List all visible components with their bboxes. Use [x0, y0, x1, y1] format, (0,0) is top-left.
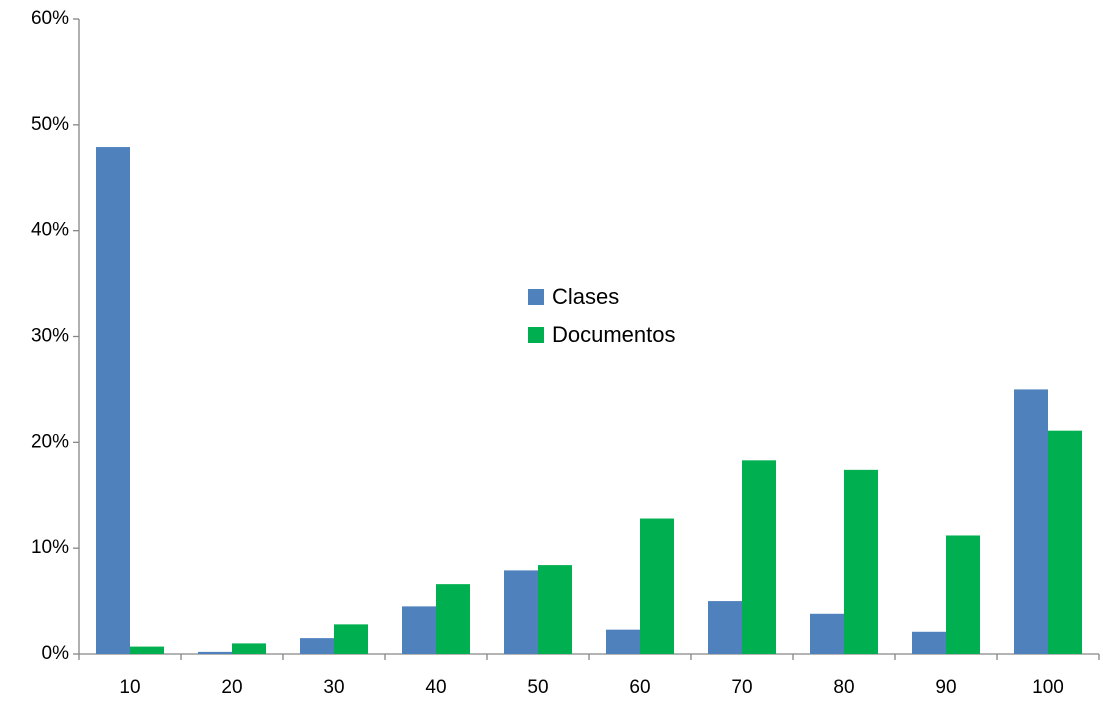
bar [810, 613, 844, 654]
x-tick-label: 80 [833, 677, 854, 698]
y-tick-label: 10% [31, 537, 69, 558]
bar [232, 643, 266, 654]
bar [538, 565, 572, 654]
bar [402, 606, 436, 654]
bar [912, 631, 946, 654]
legend-label: Documentos [552, 322, 676, 347]
x-tick-label: 20 [221, 677, 242, 698]
x-tick-label: 50 [527, 677, 548, 698]
x-tick-label: 60 [629, 677, 650, 698]
bar [946, 535, 980, 654]
y-tick-label: 30% [31, 326, 69, 347]
y-tick-label: 60% [31, 8, 69, 29]
x-tick-label: 10 [119, 677, 140, 698]
bar [1048, 430, 1082, 654]
bar [640, 518, 674, 654]
bar [1014, 389, 1048, 654]
bar [96, 147, 130, 654]
y-tick-label: 0% [42, 643, 70, 664]
x-tick-label: 30 [323, 677, 344, 698]
legend-label: Clases [552, 284, 619, 309]
y-tick-label: 40% [31, 220, 69, 241]
bar [844, 469, 878, 654]
x-tick-label: 100 [1032, 677, 1064, 698]
y-tick-label: 20% [31, 431, 69, 452]
legend-swatch [528, 289, 544, 305]
bar [198, 651, 232, 654]
bar [742, 460, 776, 654]
x-tick-label: 90 [935, 677, 956, 698]
y-tick-label: 50% [31, 114, 69, 135]
bar [130, 646, 164, 654]
x-tick-label: 70 [731, 677, 752, 698]
x-tick-label: 40 [425, 677, 446, 698]
legend-swatch [528, 327, 544, 343]
bar [708, 601, 742, 654]
bar [300, 638, 334, 654]
bar [504, 570, 538, 654]
bar [606, 629, 640, 654]
bar [436, 584, 470, 654]
bar [334, 624, 368, 654]
